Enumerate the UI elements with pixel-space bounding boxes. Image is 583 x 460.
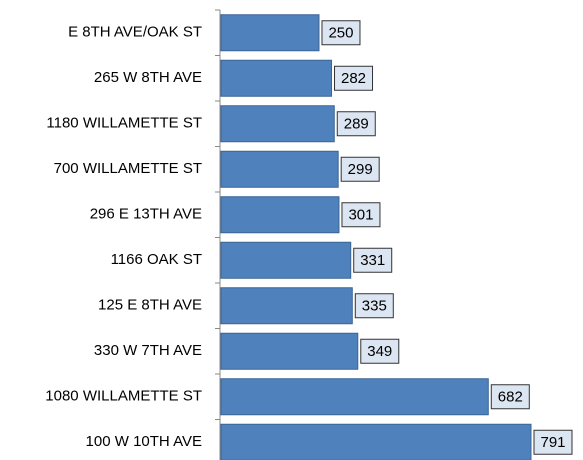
value-label: 282 bbox=[341, 70, 366, 87]
category-label: E 8TH AVE/OAK ST bbox=[68, 24, 202, 41]
category-label: 1166 OAK ST bbox=[111, 251, 202, 268]
value-label-box bbox=[354, 293, 394, 319]
bar bbox=[220, 105, 335, 143]
bar bbox=[220, 196, 340, 234]
value-label: 289 bbox=[344, 116, 369, 133]
category-label: 700 WILLAMETTE ST bbox=[54, 160, 202, 177]
value-label-box bbox=[533, 429, 573, 455]
value-label-box bbox=[334, 65, 374, 91]
category-label: 125 E 8TH AVE bbox=[98, 297, 202, 314]
category-label: 296 E 13TH AVE bbox=[90, 206, 202, 223]
value-label: 791 bbox=[540, 434, 565, 451]
category-label: 1080 WILLAMETTE ST bbox=[45, 388, 202, 405]
category-label: 100 W 10TH AVE bbox=[86, 433, 202, 450]
value-label: 250 bbox=[328, 25, 353, 42]
bar bbox=[220, 241, 352, 279]
value-label: 349 bbox=[367, 343, 392, 360]
bar bbox=[220, 378, 489, 416]
value-label-box bbox=[341, 202, 381, 228]
category-label: 1180 WILLAMETTE ST bbox=[46, 115, 202, 132]
value-label-box bbox=[353, 247, 393, 273]
bar bbox=[220, 14, 320, 52]
bar bbox=[220, 332, 359, 370]
value-label: 331 bbox=[360, 252, 385, 269]
value-label-box bbox=[360, 338, 400, 364]
value-label: 335 bbox=[362, 298, 387, 315]
value-label-box bbox=[340, 156, 380, 182]
value-label: 301 bbox=[348, 207, 373, 224]
value-label-box bbox=[336, 111, 376, 137]
bar bbox=[220, 150, 339, 188]
value-label-box bbox=[490, 384, 530, 410]
bar bbox=[220, 59, 333, 97]
bar bbox=[220, 287, 353, 325]
value-label-box bbox=[321, 20, 361, 46]
value-label: 299 bbox=[348, 161, 373, 178]
category-label: 265 W 8TH AVE bbox=[94, 69, 202, 86]
value-label: 682 bbox=[498, 389, 523, 406]
bar bbox=[220, 423, 532, 460]
category-label: 330 W 7TH AVE bbox=[94, 342, 202, 359]
